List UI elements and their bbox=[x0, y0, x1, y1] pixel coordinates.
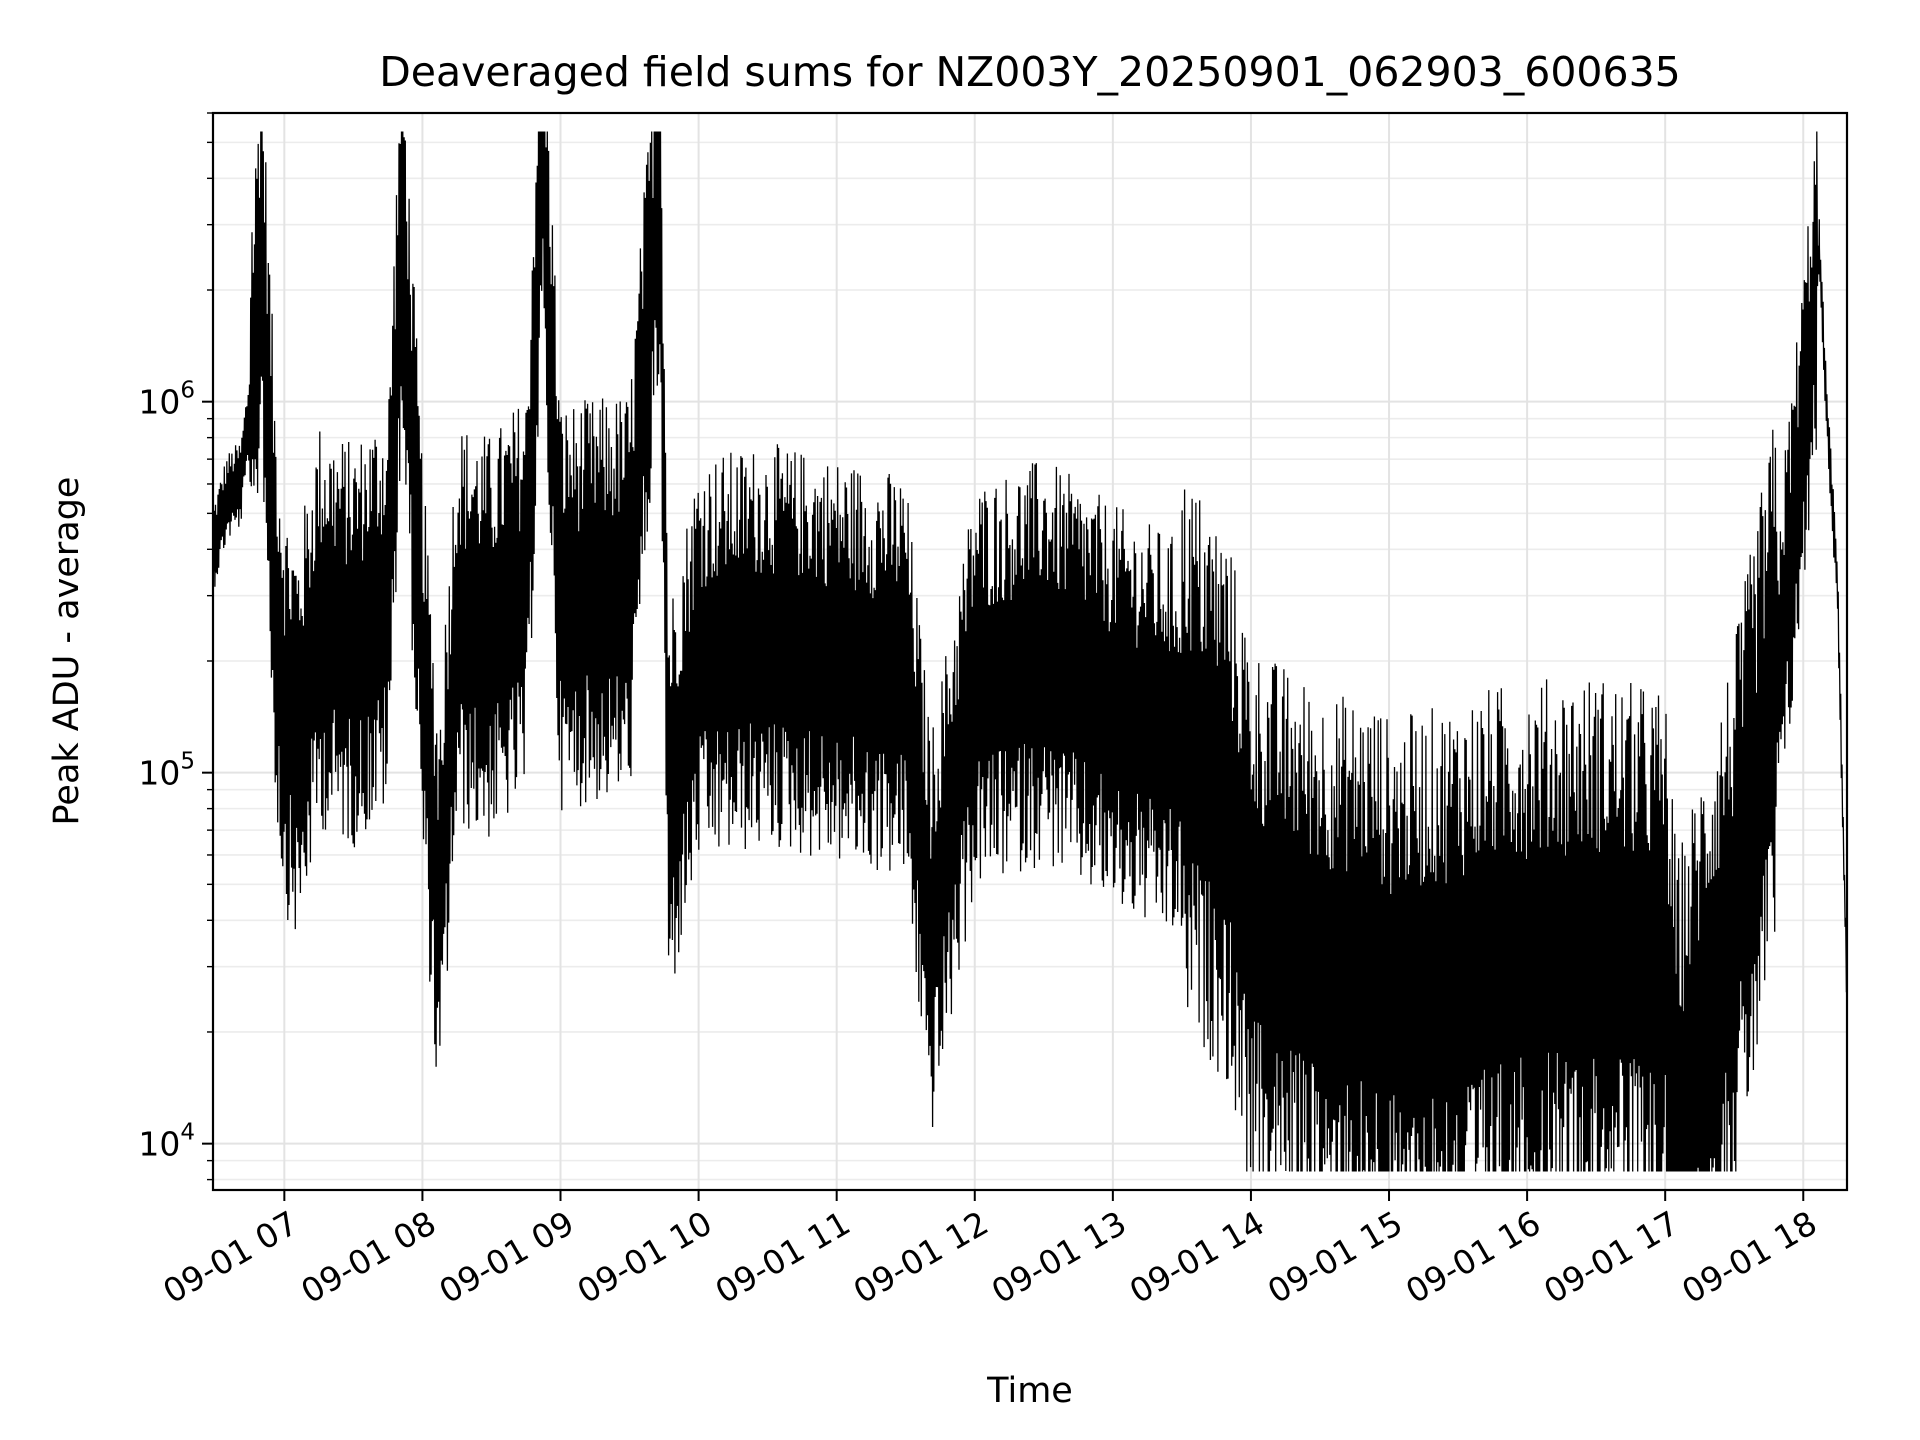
y-axis-label: Peak ADU - average bbox=[47, 477, 87, 826]
series-line bbox=[212, 131, 1848, 1172]
plot-frame bbox=[211, 111, 1849, 1192]
y-tick-label: 106 bbox=[138, 378, 195, 422]
y-tick-label: 105 bbox=[138, 749, 195, 793]
x-axis-label: Time bbox=[986, 1371, 1073, 1411]
y-tick-label: 104 bbox=[138, 1120, 195, 1164]
chart-title: Deaveraged field sums for NZ003Y_2025090… bbox=[379, 48, 1681, 96]
